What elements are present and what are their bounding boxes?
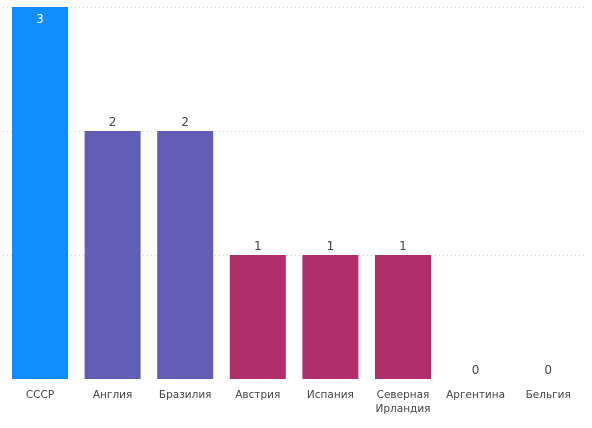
x-tick-label: Бельгия (526, 389, 571, 401)
bar[interactable] (302, 255, 359, 379)
data-label: 0 (472, 363, 480, 377)
data-label: 0 (544, 363, 552, 377)
x-axis-tick-labels: СССР Англия Бразилия Австрия Испания Северная… (26, 389, 571, 415)
x-tick-label: Англия (93, 389, 132, 401)
data-label: 3 (36, 12, 44, 26)
bars (12, 7, 431, 379)
data-label: 1 (254, 239, 262, 253)
data-label: 1 (327, 239, 335, 253)
data-label: 1 (399, 239, 407, 253)
x-tick-label: Австрия (235, 389, 280, 401)
data-label: 2 (181, 115, 189, 129)
x-tick-label: Бразилия (159, 389, 212, 401)
bar[interactable] (12, 7, 68, 379)
bar[interactable] (157, 131, 214, 379)
bar[interactable] (229, 255, 286, 379)
x-tick-label: Северная Ирландия (376, 389, 431, 415)
bar[interactable] (84, 131, 141, 379)
data-label: 2 (109, 115, 117, 129)
data-labels: 3 2 2 1 1 1 0 0 (36, 12, 552, 377)
x-tick-label: Испания (307, 389, 354, 401)
bar[interactable] (375, 255, 431, 379)
x-tick-label: Аргентина (446, 389, 505, 401)
x-tick-label: СССР (26, 389, 54, 401)
